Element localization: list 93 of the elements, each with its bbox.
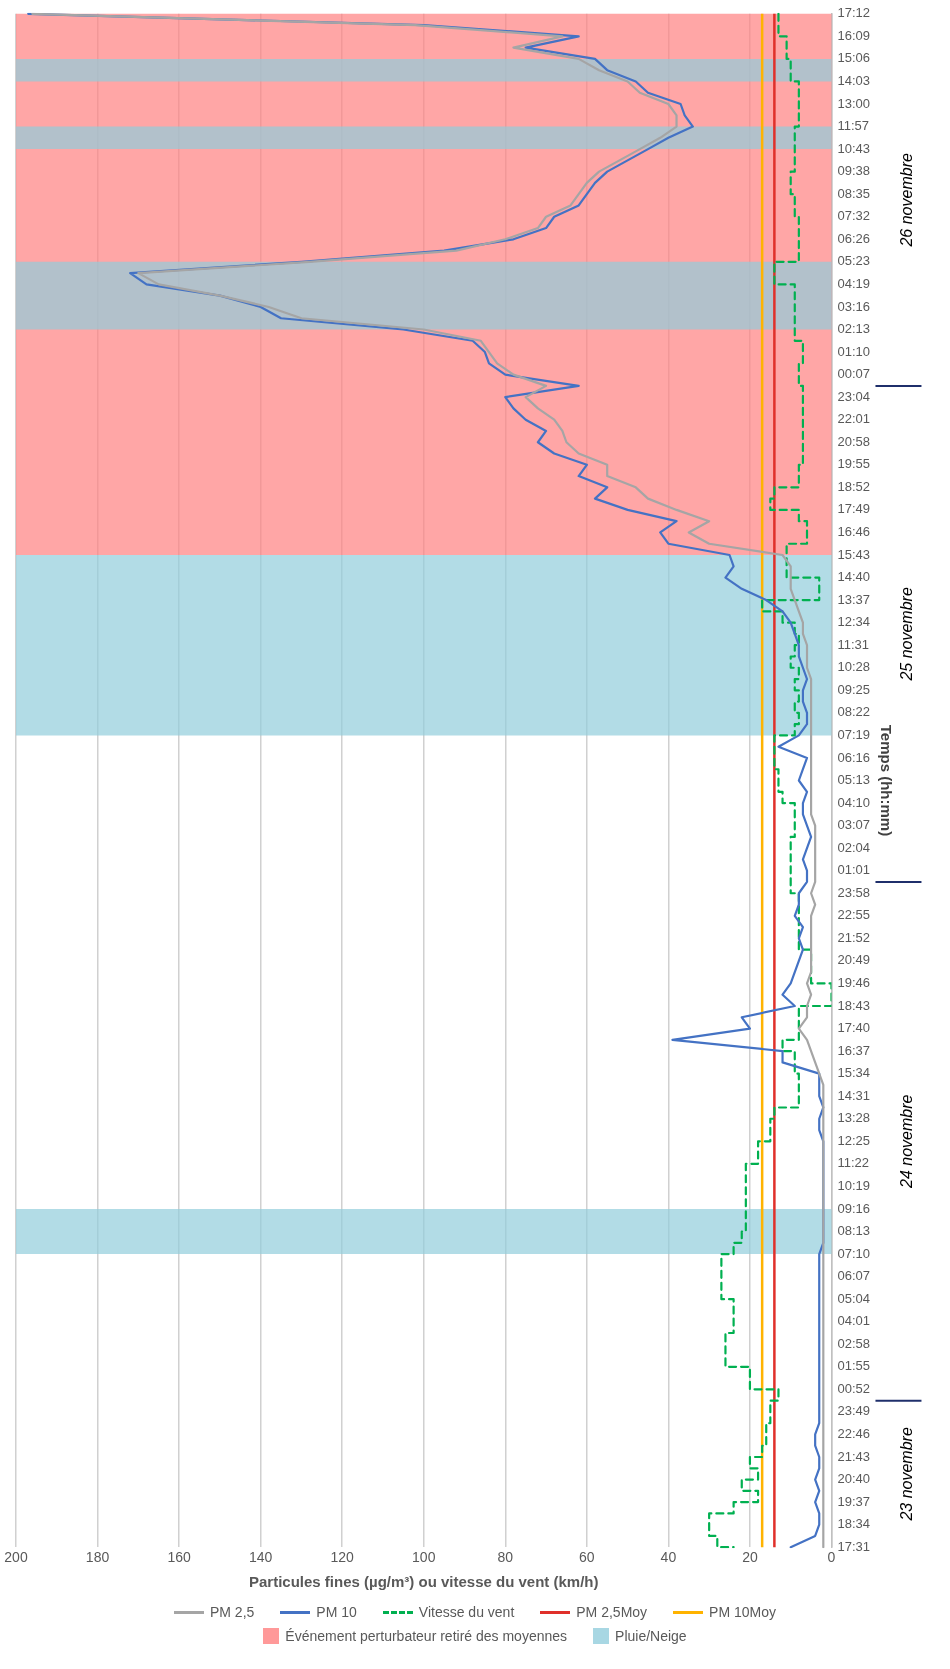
y-tick-label: 06:16 — [837, 749, 871, 765]
x-tick-label: 40 — [660, 1549, 677, 1566]
y-tick-label: 15:34 — [837, 1065, 871, 1081]
legend-label: Événement perturbateur retiré des moyennes — [285, 1628, 568, 1644]
y-tick-label: 16:09 — [837, 27, 871, 43]
y-tick-label: 09:25 — [837, 681, 871, 697]
y-tick-label: 23:49 — [837, 1403, 871, 1419]
y-tick-label: 04:10 — [837, 794, 871, 810]
y-tick-label: 19:55 — [837, 456, 871, 472]
y-tick-label: 12:25 — [837, 1132, 871, 1148]
text: 25 novembre — [898, 587, 916, 682]
text: 24 novembre — [898, 1094, 916, 1189]
x-tick-label: 120 — [330, 1549, 355, 1566]
y-tick-label: 19:46 — [837, 975, 871, 991]
y-tick-label: 07:32 — [837, 208, 871, 224]
y-tick-label: 17:40 — [837, 1020, 871, 1036]
y-tick-label: 23:58 — [837, 884, 871, 900]
y-tick-label: 01:55 — [837, 1358, 871, 1374]
x-axis-title: Particules fines (µg/m³) ou vitesse du vent (km/h) — [248, 1573, 599, 1591]
x-tick-label: 140 — [248, 1549, 273, 1566]
y-tick-label: 17:49 — [837, 501, 871, 517]
y-tick-label: 10:43 — [837, 140, 871, 156]
y-tick-label: 06:26 — [837, 230, 871, 246]
y-tick-label: 21:52 — [837, 929, 871, 945]
y-tick-label: 08:13 — [837, 1223, 871, 1239]
y-tick-label: 05:13 — [837, 772, 871, 788]
y-tick-label: 18:34 — [837, 1516, 871, 1532]
y-tick-label: 05:04 — [837, 1290, 871, 1306]
y-tick-label: 20:49 — [837, 952, 871, 968]
y-tick-label: 01:10 — [837, 343, 871, 359]
y-tick-label: 09:16 — [837, 1200, 871, 1216]
y-tick-label: 23:04 — [837, 388, 871, 404]
legend-label: Pluie/Neige — [615, 1628, 687, 1644]
y-tick-label: 21:43 — [837, 1448, 871, 1464]
y-tick-label: 08:22 — [837, 704, 871, 720]
y-tick-label: 03:07 — [837, 817, 871, 833]
legend-label: PM 10 — [316, 1604, 357, 1620]
y-tick-label: 06:07 — [837, 1268, 871, 1284]
y-tick-label: 04:01 — [837, 1313, 871, 1329]
y-tick-label: 19:37 — [837, 1493, 871, 1509]
y-tick-label: 16:46 — [837, 524, 871, 540]
y-tick-label: 18:43 — [837, 997, 871, 1013]
y-tick-label: 01:01 — [837, 862, 871, 878]
y-tick-label: 22:55 — [837, 907, 871, 923]
y-tick-label: 02:13 — [837, 321, 871, 337]
y-tick-label: 02:04 — [837, 839, 871, 855]
y-tick-label: 22:01 — [837, 411, 871, 427]
y-tick-label: 15:43 — [837, 546, 871, 562]
y-tick-label: 14:40 — [837, 569, 871, 585]
y-tick-label: 17:12 — [837, 5, 871, 21]
y-tick-label: 14:03 — [837, 73, 871, 89]
y-tick-label: 18:52 — [837, 478, 871, 494]
y-tick-label: 00:07 — [837, 366, 871, 382]
legend-label: Vitesse du vent — [418, 1604, 515, 1620]
y-tick-label: 00:52 — [837, 1380, 871, 1396]
y-tick-label: 04:19 — [837, 275, 871, 291]
y-tick-label: 09:38 — [837, 163, 871, 179]
y-axis-title: Temps (hh:mm) — [877, 724, 895, 837]
y-tick-label: 11:57 — [837, 118, 870, 134]
y-tick-label: 17:31 — [837, 1538, 871, 1554]
y-tick-label: 13:37 — [837, 591, 871, 607]
y-tick-label: 08:35 — [837, 185, 871, 201]
legend-label: PM 2,5 — [209, 1604, 255, 1620]
x-tick-label: 160 — [167, 1549, 191, 1566]
y-tick-label: 10:19 — [837, 1177, 871, 1193]
x-tick-label: 60 — [579, 1549, 595, 1566]
y-tick-label: 12:34 — [837, 614, 871, 630]
legend-label: PM 10Moy — [709, 1604, 777, 1620]
y-tick-label: 02:58 — [837, 1335, 871, 1351]
y-tick-label: 13:28 — [837, 1110, 871, 1126]
y-tick-label: 10:28 — [837, 659, 871, 675]
x-tick-label: 0 — [827, 1549, 836, 1566]
y-tick-label: 07:10 — [837, 1245, 871, 1261]
y-tick-label: 13:00 — [837, 95, 871, 111]
y-tick-label: 14:31 — [837, 1087, 871, 1103]
x-tick-label: 200 — [4, 1549, 28, 1566]
y-tick-label: 16:37 — [837, 1042, 871, 1058]
y-tick-label: 22:46 — [837, 1426, 871, 1442]
text: 23 novembre — [898, 1427, 916, 1522]
x-tick-label: 100 — [412, 1549, 436, 1566]
y-tick-label: 15:06 — [837, 50, 871, 66]
y-tick-label: 05:23 — [837, 253, 871, 269]
y-tick-label: 07:19 — [837, 726, 871, 742]
y-tick-label: 11:31 — [837, 636, 870, 652]
legend-label: PM 2,5Moy — [576, 1604, 648, 1620]
x-tick-label: 180 — [85, 1549, 110, 1566]
text: 26 novembre — [898, 153, 916, 248]
y-tick-label: 20:40 — [837, 1471, 871, 1487]
y-tick-label: 11:22 — [837, 1155, 870, 1171]
x-tick-label: 80 — [497, 1549, 514, 1566]
y-tick-label: 03:16 — [837, 298, 871, 314]
y-tick-label: 20:58 — [837, 433, 871, 449]
x-tick-label: 20 — [742, 1549, 758, 1566]
